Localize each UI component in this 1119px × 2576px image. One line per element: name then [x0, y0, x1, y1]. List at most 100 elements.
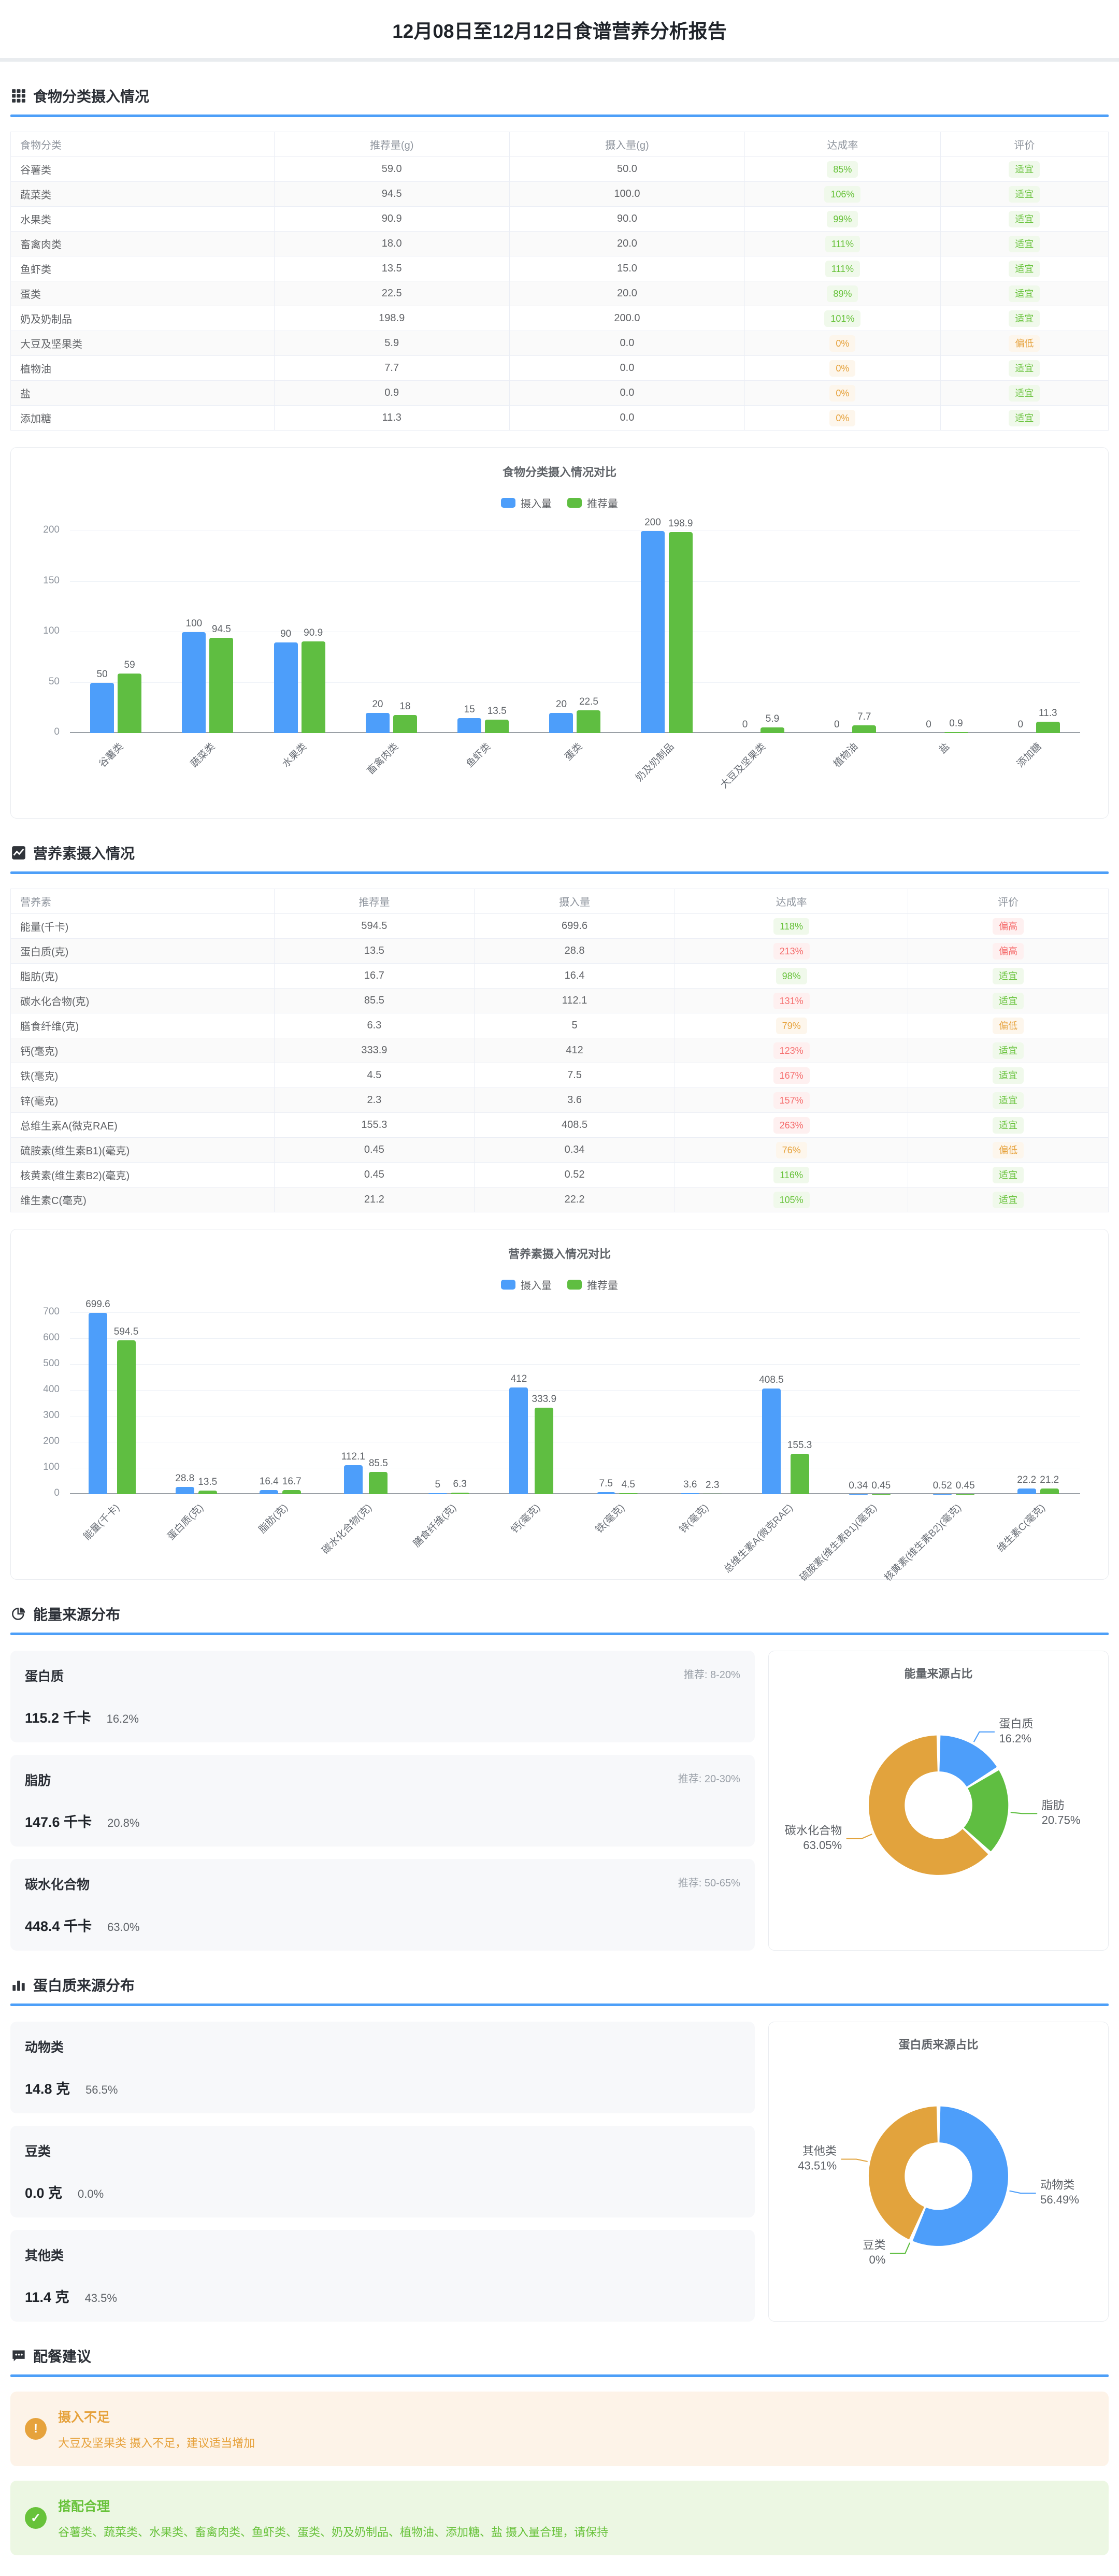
stat-name: 其他类 [25, 2245, 64, 2264]
exclamation-icon: ! [25, 2418, 47, 2440]
recommended-cell: 16.7 [274, 964, 475, 989]
rate-badge: 0% [829, 335, 855, 352]
rate-cell: 106% [745, 182, 941, 207]
intake-cell: 7.5 [475, 1063, 675, 1088]
row-name-cell: 畜禽肉类 [11, 232, 275, 256]
bar [302, 641, 325, 733]
bar [791, 1454, 809, 1494]
chart-legend: 摄入量推荐量 [26, 1277, 1093, 1292]
intake-cell: 22.2 [475, 1187, 675, 1212]
x-axis-tick: 钙(毫克) [491, 1494, 576, 1572]
eval-cell: 适宜 [940, 207, 1108, 232]
legend-item-推荐量[interactable]: 推荐量 [567, 495, 618, 510]
rate-badge: 79% [776, 1018, 807, 1034]
rate-cell: 167% [675, 1063, 908, 1088]
rate-cell: 131% [675, 989, 908, 1013]
row-name-cell: 脂肪(克) [11, 964, 275, 989]
y-axis-tick-label: 300 [26, 1410, 60, 1421]
bar-column: 22.5 [577, 696, 600, 733]
bar [852, 725, 876, 733]
x-axis-tick: 膳食纤维(克) [407, 1494, 491, 1572]
bar-column: 699.6 [85, 1299, 110, 1494]
stat-card-top: 脂肪推荐: 20-30% [25, 1770, 740, 1789]
intake-cell: 200.0 [509, 306, 744, 331]
eval-cell: 适宜 [940, 381, 1108, 406]
slice-name-label: 豆类 [863, 2239, 885, 2252]
rate-cell: 111% [745, 256, 941, 281]
bar-column: 15 [457, 704, 481, 733]
eval-badge: 适宜 [993, 1192, 1024, 1208]
rate-badge: 0% [829, 385, 855, 402]
bar-column: 18 [393, 701, 417, 733]
bar-column: 16.7 [282, 1476, 302, 1494]
column-header: 达成率 [745, 132, 941, 157]
slice-percent-label: 16.2% [999, 1732, 1031, 1745]
bar-value-label: 200 [644, 517, 661, 528]
bar-column: 90.9 [302, 627, 325, 733]
rate-cell: 98% [675, 964, 908, 989]
row-name-cell: 植物油 [11, 356, 275, 381]
bar-column: 21.2 [1040, 1475, 1059, 1494]
legend-item-摄入量[interactable]: 摄入量 [501, 495, 552, 510]
rate-cell: 76% [675, 1138, 908, 1163]
bar-column: 0.34 [849, 1480, 868, 1494]
eval-badge: 适宜 [993, 1067, 1024, 1084]
bar [260, 1490, 278, 1494]
section-title-nutrient: 营养素摄入情况 [33, 842, 135, 863]
bar-value-label: 0 [834, 719, 840, 731]
bar-column: 0.45 [956, 1480, 975, 1494]
y-axis-tick-label: 0 [26, 1487, 60, 1499]
bar-value-label: 0 [742, 719, 748, 731]
intake-cell: 0.34 [475, 1138, 675, 1163]
alert-title: 摄入不足 [58, 2407, 255, 2426]
eval-cell: 偏低 [908, 1013, 1109, 1038]
x-axis-tick-label: 能量(千卡) [80, 1500, 122, 1543]
bar-value-label: 0.45 [871, 1480, 891, 1492]
rate-badge: 213% [773, 943, 810, 960]
bar-column: 412 [509, 1373, 528, 1494]
legend-item-推荐量[interactable]: 推荐量 [567, 1277, 618, 1292]
eval-badge: 适宜 [993, 1167, 1024, 1183]
intake-cell: 90.0 [509, 207, 744, 232]
row-name-cell: 维生素C(毫克) [11, 1187, 275, 1212]
label-leader-line [841, 2159, 867, 2162]
legend-item-摄入量[interactable]: 摄入量 [501, 1277, 552, 1292]
legend-swatch [567, 498, 582, 508]
row-name-cell: 核黄素(维生素B2)(毫克) [11, 1163, 275, 1187]
bar-value-label: 90.9 [304, 627, 323, 639]
row-name-cell: 能量(千卡) [11, 914, 275, 939]
bar-column: 28.8 [175, 1473, 194, 1494]
column-header: 评价 [908, 889, 1109, 914]
bar-column: 100 [182, 618, 206, 733]
section-underline [10, 871, 1109, 874]
bar-value-label: 594.5 [114, 1326, 139, 1338]
slice-percent-label: 0% [869, 2253, 885, 2266]
comment-icon [11, 2349, 26, 2363]
slice-name-label: 动物类 [1040, 2179, 1074, 2192]
x-axis-tick-label: 蛋白质(克) [164, 1500, 206, 1543]
bar-column: 5 [428, 1479, 447, 1495]
column-header: 食物分类 [11, 132, 275, 157]
stat-card-top: 碳水化合物推荐: 50-65% [25, 1874, 740, 1893]
bar-column: 11.3 [1036, 708, 1060, 733]
rate-badge: 263% [773, 1117, 810, 1134]
